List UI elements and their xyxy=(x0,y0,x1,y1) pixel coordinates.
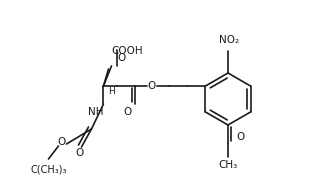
Text: COOH: COOH xyxy=(112,46,143,56)
Text: O: O xyxy=(236,132,244,142)
Text: O: O xyxy=(147,81,156,91)
Text: NH: NH xyxy=(88,107,103,117)
Text: O: O xyxy=(123,107,132,117)
Text: H: H xyxy=(108,87,115,95)
Text: O: O xyxy=(57,137,66,147)
Text: NO₂: NO₂ xyxy=(219,35,239,45)
Text: C(CH₃)₃: C(CH₃)₃ xyxy=(30,164,67,174)
Text: O: O xyxy=(117,53,126,63)
Text: CH₃: CH₃ xyxy=(218,160,238,170)
Text: O: O xyxy=(75,148,83,158)
